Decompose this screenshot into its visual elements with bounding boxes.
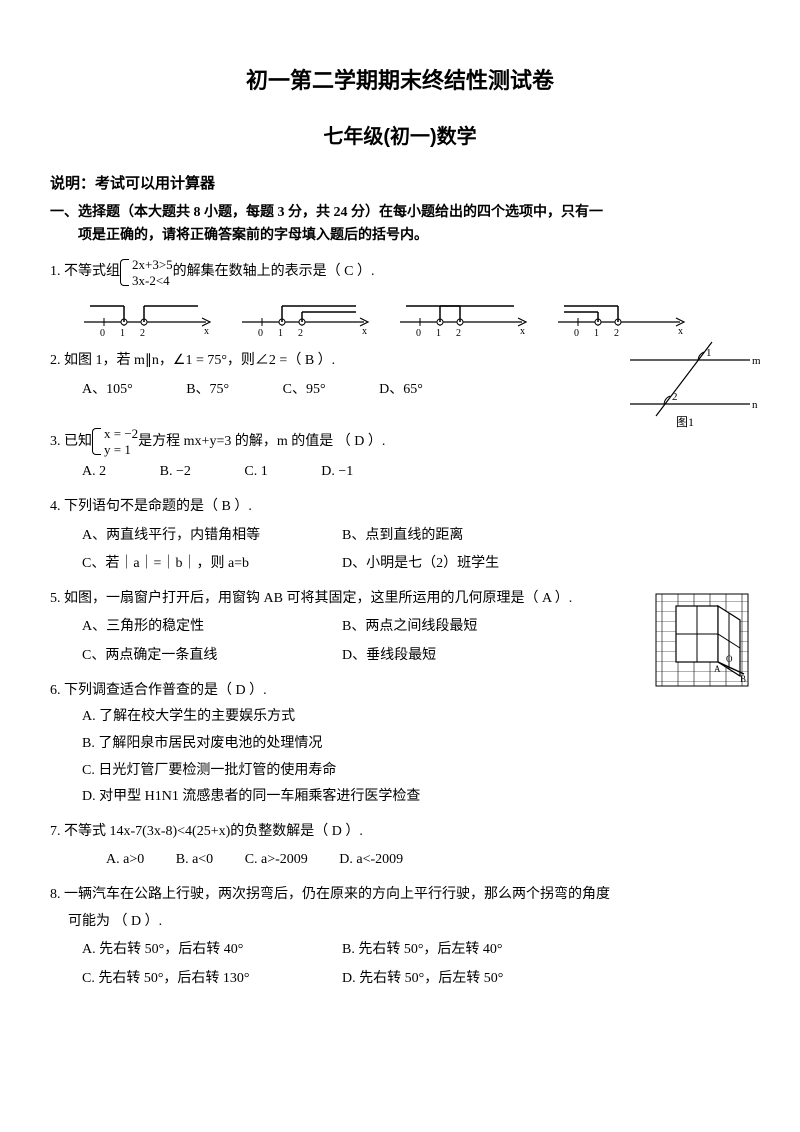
q1-sys1: 2x+3>5 <box>132 257 173 273</box>
q3-pre: 3. 已知 <box>50 429 92 456</box>
q3-sys2: y = 1 <box>104 442 138 458</box>
q4-opt-a: A、两直线平行，内错角相等 <box>82 523 342 550</box>
q1-numberlines: 012 x (A) 012 x (B) 012 x ( <box>78 294 750 340</box>
numberline-d: 012 x (D) <box>552 294 692 340</box>
q8-options: A. 先右转 50°，后右转 40°B. 先右转 50°，后左转 40° C. … <box>50 937 750 992</box>
q4-opt-b: B、点到直线的距离 <box>342 523 602 550</box>
q3-post: 是方程 mx+y=3 的解，m 的值是 （ D ）. <box>138 429 385 456</box>
title-main: 初一第二学期期末终结性测试卷 <box>50 60 750 102</box>
exam-note: 说明：考试可以用计算器 <box>50 170 750 199</box>
q1-sys2: 3x-2<4 <box>132 273 173 289</box>
q7-opt-a: A. a>0 <box>106 847 144 874</box>
q3-system: x = −2 y = 1 <box>92 426 138 457</box>
svg-text:x: x <box>204 326 209 337</box>
q4-opt-d: D、小明是七（2）班学生 <box>342 551 602 578</box>
section-1-head: 一、选择题（本大题共 8 小题，每题 3 分，共 24 分）在每小题给出的四个选… <box>50 202 750 247</box>
q2-opt-b: B、75° <box>186 377 229 404</box>
svg-text:2: 2 <box>298 328 303 339</box>
q7-opt-d: D. a<-2009 <box>339 847 403 874</box>
section-1-line2: 项是正确的，请将正确答案前的字母填入题后的括号内。 <box>50 225 750 247</box>
q6-text: 6. 下列调查适合作普查的是（ D ）. <box>50 678 750 705</box>
q5-opt-b: B、两点之间线段最短 <box>342 614 602 641</box>
question-1: 1. 不等式组 2x+3>5 3x-2<4 的解集在数轴上的表示是（ C ）. … <box>50 257 750 340</box>
q4-opt-c: C、若｜a｜=｜b｜，则 a=b <box>82 551 342 578</box>
q7-opt-b: B. a<0 <box>176 847 213 874</box>
q8-opt-d: D. 先右转 50°，后左转 50° <box>342 966 602 993</box>
q8-opt-b: B. 先右转 50°，后左转 40° <box>342 937 602 964</box>
q1-system: 2x+3>5 3x-2<4 <box>120 257 173 288</box>
svg-text:2: 2 <box>614 328 619 339</box>
svg-text:1: 1 <box>594 328 599 339</box>
svg-text:2: 2 <box>672 391 678 403</box>
q2-opt-c: C、95° <box>283 377 326 404</box>
q3-opt-d: D. −1 <box>321 459 353 486</box>
q5-opt-c: C、两点确定一条直线 <box>82 643 342 670</box>
question-5: 5. 如图，一扇窗户打开后，用窗钩 AB 可将其固定，这里所运用的几何原理是（ … <box>50 586 750 670</box>
q8-line2: 可能为 （ D ）. <box>50 909 750 936</box>
q5-opt-d: D、垂线段最短 <box>342 643 602 670</box>
svg-text:2: 2 <box>140 328 145 339</box>
svg-text:1: 1 <box>706 347 712 359</box>
figure-1: m n 1 2 图1 <box>620 336 760 428</box>
q6-opt-a: A. 了解在校大学生的主要娱乐方式 <box>50 704 750 731</box>
q1-post: 的解集在数轴上的表示是（ C ）. <box>173 259 375 286</box>
question-6: 6. 下列调查适合作普查的是（ D ）. A. 了解在校大学生的主要娱乐方式 B… <box>50 678 750 811</box>
question-3: 3. 已知 x = −2 y = 1 是方程 mx+y=3 的解，m 的值是 （… <box>50 426 750 486</box>
q7-text: 7. 不等式 14x-7(3x-8)<4(25+x)的负整数解是（ D ）. <box>50 819 750 846</box>
question-4: 4. 下列语句不是命题的是（ B ）. A、两直线平行，内错角相等B、点到直线的… <box>50 494 750 578</box>
q7-options: A. a>0 B. a<0 C. a>-2009 D. a<-2009 <box>50 847 750 874</box>
svg-text:0: 0 <box>574 328 579 339</box>
svg-text:1: 1 <box>436 328 441 339</box>
svg-text:1: 1 <box>120 328 125 339</box>
q6-opt-c: C. 日光灯管厂要检测一批灯管的使用寿命 <box>50 758 750 785</box>
q3-sys1: x = −2 <box>104 426 138 442</box>
question-2: 2. 如图 1，若 m∥n，∠1 = 75°，则∠2 =（ B ）. A、105… <box>50 348 750 418</box>
q8-opt-a: A. 先右转 50°，后右转 40° <box>82 937 342 964</box>
q7-opt-c: C. a>-2009 <box>245 847 308 874</box>
svg-text:m: m <box>752 355 760 367</box>
numberline-a: 012 x (A) <box>78 294 218 340</box>
q5-options: A、三角形的稳定性B、两点之间线段最短 C、两点确定一条直线D、垂线段最短 <box>50 614 750 669</box>
q5-opt-a: A、三角形的稳定性 <box>82 614 342 641</box>
q6-opt-b: B. 了解阳泉市居民对废电池的处理情况 <box>50 731 750 758</box>
numberline-b: 012 x (B) <box>236 294 376 340</box>
figure-window: A B O <box>654 592 750 688</box>
svg-text:0: 0 <box>258 328 263 339</box>
question-7: 7. 不等式 14x-7(3x-8)<4(25+x)的负整数解是（ D ）. A… <box>50 819 750 874</box>
q3-opt-b: B. −2 <box>160 459 191 486</box>
q1-pre: 1. 不等式组 <box>50 259 120 286</box>
q8-opt-c: C. 先右转 50°，后右转 130° <box>82 966 342 993</box>
q2-opt-a: A、105° <box>82 377 133 404</box>
q3-options: A. 2 B. −2 C. 1 D. −1 <box>50 459 750 486</box>
q3-opt-a: A. 2 <box>82 459 106 486</box>
section-1-line1: 一、选择题（本大题共 8 小题，每题 3 分，共 24 分）在每小题给出的四个选… <box>50 205 603 220</box>
svg-text:A: A <box>714 664 721 674</box>
svg-text:1: 1 <box>278 328 283 339</box>
q4-text: 4. 下列语句不是命题的是（ B ）. <box>50 494 750 521</box>
question-8: 8. 一辆汽车在公路上行驶，两次拐弯后，仍在原来的方向上平行行驶，那么两个拐弯的… <box>50 882 750 992</box>
svg-text:O: O <box>726 654 733 664</box>
q2-opt-d: D、65° <box>379 377 423 404</box>
q3-opt-c: C. 1 <box>244 459 267 486</box>
q6-opt-d: D. 对甲型 H1N1 流感患者的同一车厢乘客进行医学检查 <box>50 784 750 811</box>
q4-options: A、两直线平行，内错角相等B、点到直线的距离 C、若｜a｜=｜b｜，则 a=bD… <box>50 523 750 578</box>
svg-text:n: n <box>752 399 758 411</box>
svg-text:0: 0 <box>416 328 421 339</box>
svg-text:0: 0 <box>100 328 105 339</box>
q8-line1: 8. 一辆汽车在公路上行驶，两次拐弯后，仍在原来的方向上平行行驶，那么两个拐弯的… <box>50 882 750 909</box>
numberline-c: 012 x (C) <box>394 294 534 340</box>
q5-text: 5. 如图，一扇窗户打开后，用窗钩 AB 可将其固定，这里所运用的几何原理是（ … <box>50 586 750 613</box>
svg-text:2: 2 <box>456 328 461 339</box>
svg-text:x: x <box>520 326 525 337</box>
svg-text:x: x <box>362 326 367 337</box>
title-sub: 七年级(初一)数学 <box>50 118 750 156</box>
